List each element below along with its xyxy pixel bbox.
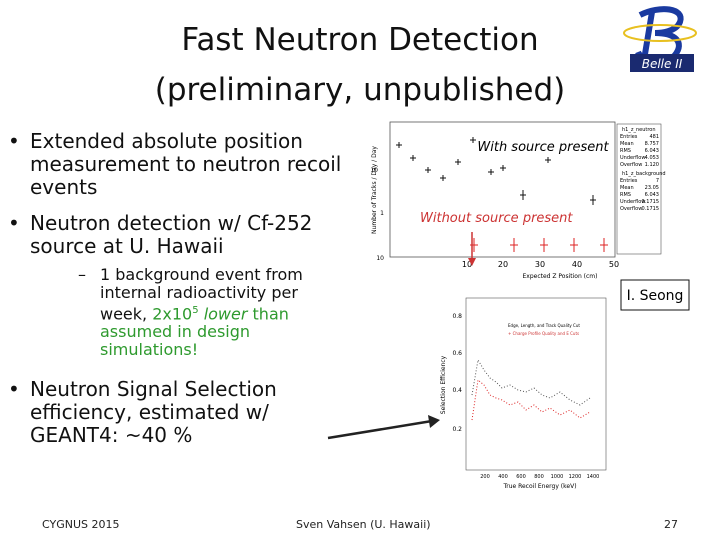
text: 5 — [192, 305, 199, 316]
x-tick: 1000 — [551, 474, 564, 480]
stats-value: 0.1715 — [642, 199, 660, 205]
stats-label: Mean — [620, 185, 634, 191]
stats-label: Entries — [620, 178, 638, 184]
sub-bullet: –1 background event from internal radioa… — [78, 265, 303, 360]
stats-value: 6.043 — [645, 148, 659, 154]
text: 2x10 — [152, 304, 193, 324]
stats-value: 1.120 — [645, 162, 659, 168]
stats-label: Underflow — [620, 199, 645, 205]
x-tick: 800 — [534, 474, 544, 480]
stats-title: h1_z_background — [622, 171, 666, 177]
stats-label: RMS — [620, 192, 631, 198]
stats-label: Mean — [620, 141, 634, 147]
stats-label: Entries — [620, 134, 638, 140]
stats-value: 0.1715 — [642, 206, 660, 212]
plot-1: Number of Tracks / Day / Day 10 1 10 10 … — [370, 121, 666, 280]
stats-box: h1_z_neutron h1_z_background — [616, 123, 666, 255]
stats-label: Overflow — [620, 162, 642, 168]
bullet-text: Neutron detection w/ Cf-252 source at U.… — [30, 211, 313, 258]
logo-text: Belle II — [642, 57, 683, 71]
text: lower — [198, 304, 248, 324]
stats-label: Underflow — [620, 155, 645, 161]
text: 1 background event from internal radioac… — [100, 265, 303, 324]
stats-value: 23.05 — [645, 185, 659, 191]
annotation: Without source present — [420, 211, 573, 226]
y-tick: 0.4 — [452, 387, 462, 394]
stats-value: 4.053 — [645, 155, 659, 161]
x-tick: 400 — [498, 474, 508, 480]
text: than assumed in design simulations! — [100, 304, 289, 360]
footer-center: Sven Vahsen (U. Hawaii) — [296, 518, 431, 531]
bullet: • Neutron Signal Selection efficiency, es… — [8, 377, 277, 447]
y-tick: 1 — [380, 210, 384, 217]
title: Fast Neutron Detection — [181, 22, 539, 58]
x-tick: 10 — [462, 260, 472, 269]
page-number: 27 — [664, 518, 678, 531]
bullet-text: Neutron Signal Selection efficiency, est… — [30, 377, 277, 447]
stats-title: h1_z_neutron — [622, 127, 656, 133]
y-tick: 10 — [370, 167, 378, 174]
plot-2: Selection Efficiency 0.8 0.6 0.4 0.2 200… — [440, 297, 607, 490]
x-tick: 1400 — [587, 474, 600, 480]
logo: Belle II — [623, 2, 698, 72]
y-tick: 0.6 — [452, 350, 462, 357]
x-tick: 200 — [480, 474, 490, 480]
x-label: Expected Z Position (cm) — [522, 273, 597, 280]
title: (preliminary, unpublished) — [154, 72, 566, 108]
x-tick: 30 — [535, 260, 545, 269]
annotation: With source present — [477, 140, 609, 155]
x-tick: 1200 — [569, 474, 582, 480]
bullet: • Neutron detection w/ Cf-252 source at U… — [8, 211, 313, 258]
footer-left: CYGNUS 2015 — [42, 518, 120, 531]
x-tick: 50 — [609, 260, 619, 269]
x-tick: 40 — [572, 260, 582, 269]
y-label: Selection Efficiency — [440, 355, 447, 414]
y-tick: 0.8 — [452, 313, 462, 320]
stats-value: 481 — [649, 134, 659, 140]
y-tick: 10 — [376, 255, 384, 262]
legend: + Charge Profile Quality and E Cuts — [508, 331, 579, 336]
stats-value: 6.043 — [645, 192, 659, 198]
bullet: • Extended absolute position measurement … — [8, 129, 342, 199]
stats-label: Overflow — [620, 206, 642, 212]
x-tick: 600 — [516, 474, 526, 480]
bullet-text: Extended absolute position measurement t… — [30, 129, 342, 199]
stats-value: 8.757 — [645, 141, 659, 147]
legend: Edge, Length, and Track Quality Cut — [508, 323, 580, 328]
y-tick: 0.2 — [452, 426, 462, 433]
x-label: True Recoil Energy (keV) — [502, 483, 576, 490]
x-tick: 20 — [498, 260, 508, 269]
stats-label: RMS — [620, 148, 631, 154]
y-label: Number of Tracks / Day / Day — [371, 146, 378, 234]
stats-value: 7 — [656, 178, 659, 184]
credit: I. Seong — [627, 288, 684, 304]
